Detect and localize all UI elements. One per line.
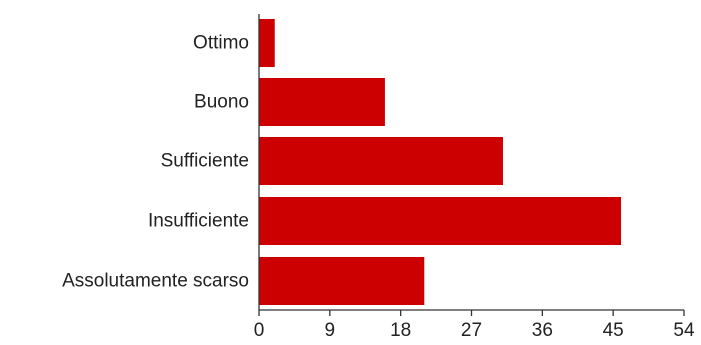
x-tick-label: 18: [390, 320, 411, 341]
x-tick-label: 27: [461, 320, 482, 341]
x-tick-label: 9: [325, 320, 336, 341]
category-label-sufficiente: Sufficiente: [161, 151, 249, 172]
category-label-insufficiente: Insufficiente: [148, 211, 249, 232]
x-axis-ticks: 0 9 18 27 36 45 54: [254, 310, 695, 341]
bar-buono: [259, 78, 385, 126]
bar-insufficiente: [259, 197, 622, 245]
bar-assolutamente-scarso: [259, 257, 425, 305]
category-label-ottimo: Ottimo: [193, 33, 249, 54]
x-tick-label: 0: [254, 320, 265, 341]
x-tick-label: 36: [532, 320, 553, 341]
category-labels: Ottimo Buono Sufficiente Insufficiente Assol…: [62, 33, 249, 292]
bar-ottimo: [259, 19, 275, 67]
bars: [259, 19, 622, 305]
category-label-buono: Buono: [194, 92, 249, 113]
bar-sufficiente: [259, 137, 503, 185]
category-label-assolutamente-scarso: Assolutamente scarso: [62, 271, 249, 292]
x-tick-label: 54: [673, 320, 695, 341]
x-tick-label: 45: [603, 320, 624, 341]
